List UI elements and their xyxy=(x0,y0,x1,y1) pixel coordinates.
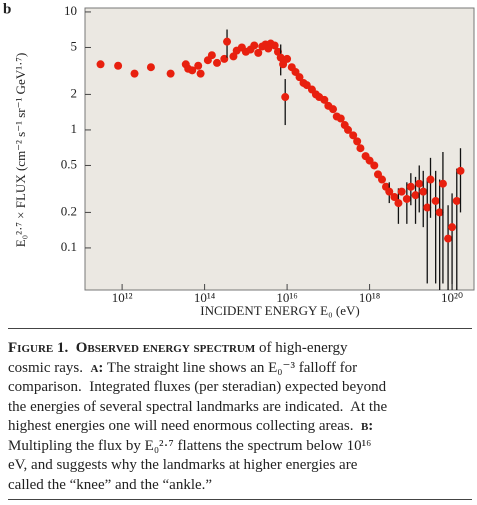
caption-text: comparison. Integrated fluxes (per stera… xyxy=(8,379,387,395)
data-point xyxy=(194,61,203,70)
data-point xyxy=(320,95,329,104)
x-axis-title: INCIDENT ENERGY E₀ (eV) xyxy=(200,303,359,318)
data-point xyxy=(448,223,457,232)
data-point xyxy=(188,66,197,75)
data-point xyxy=(166,69,175,78)
data-point xyxy=(344,125,353,134)
data-point xyxy=(411,191,420,200)
data-point xyxy=(283,54,292,63)
data-point xyxy=(415,179,424,188)
caption-line: cosmic rays. a: The straight line shows … xyxy=(8,359,472,379)
caption-text: cosmic rays. xyxy=(8,359,91,376)
x-tick-label: 10¹² xyxy=(112,290,133,305)
data-point xyxy=(435,208,444,217)
data-point xyxy=(406,182,415,191)
data-point xyxy=(213,58,222,67)
data-point xyxy=(452,196,461,205)
data-point xyxy=(378,175,387,184)
caption-text: the energies of several spectral landmar… xyxy=(8,398,388,415)
x-tick-label: 10¹⁴ xyxy=(194,290,216,305)
data-point xyxy=(295,73,304,82)
data-point xyxy=(336,114,345,123)
data-point xyxy=(254,48,263,57)
data-point xyxy=(385,187,394,196)
y-tick-label: 1 xyxy=(71,121,78,136)
data-point xyxy=(270,41,279,50)
y-tick-label: 0.5 xyxy=(61,156,77,171)
caption-line: Figure 1. Observed energy spectrum of hi… xyxy=(8,339,472,359)
data-point xyxy=(397,187,406,196)
caption-text: The straight line shows an E₀⁻³ falloff … xyxy=(103,359,358,376)
caption-line: the energies of several spectral landmar… xyxy=(8,398,472,418)
caption-text: a: xyxy=(90,359,104,376)
caption-text: called the “knee” and the “ankle.” xyxy=(8,476,213,493)
data-point xyxy=(250,41,259,50)
data-point xyxy=(96,60,105,69)
data-point xyxy=(329,105,338,114)
panel-label: b xyxy=(3,1,11,17)
data-point xyxy=(444,234,453,243)
caption-text: Figure 1. Observed energy spectrum xyxy=(8,340,256,356)
data-point xyxy=(281,93,290,102)
caption-text: Multipling the flux by E₀²·⁷ flattens th… xyxy=(8,437,372,454)
y-axis-title: E₀²·⁷ × FLUX (cm⁻² s⁻¹ sr⁻¹ GeV¹·⁷) xyxy=(13,53,28,248)
caption-text: of high-energy xyxy=(255,340,348,356)
data-point xyxy=(419,187,428,196)
data-point xyxy=(426,175,435,184)
data-point xyxy=(423,203,432,212)
data-point xyxy=(130,69,139,78)
x-tick-label: 10¹⁸ xyxy=(359,290,381,305)
data-point xyxy=(220,54,229,63)
caption-line: comparison. Integrated fluxes (per stera… xyxy=(8,378,472,398)
y-tick-label: 5 xyxy=(71,38,78,53)
caption-text: b: xyxy=(360,418,374,434)
data-point xyxy=(431,196,440,205)
caption-text: highest energies one will need enormous … xyxy=(8,418,361,434)
data-point xyxy=(349,131,358,140)
data-point xyxy=(353,137,362,146)
data-point xyxy=(223,37,232,46)
caption: Figure 1. Observed energy spectrum of hi… xyxy=(8,328,472,500)
x-tick-label: 10²⁰ xyxy=(441,290,463,305)
caption-text: eV, and suggests why the landmarks at hi… xyxy=(8,457,358,473)
caption-line: eV, and suggests why the landmarks at hi… xyxy=(8,456,472,476)
y-tick-label: 0.1 xyxy=(61,239,77,254)
caption-line: called the “knee” and the “ankle.” xyxy=(8,476,472,496)
marks xyxy=(96,29,465,290)
y-tick-label: 10 xyxy=(64,3,77,18)
data-point xyxy=(438,179,447,188)
y-tick-label: 0.2 xyxy=(61,203,77,218)
chart: b INCIDENT ENERGY E₀ (eV) E₀²·⁷ × FLUX (… xyxy=(3,1,475,318)
data-point xyxy=(390,193,399,202)
data-point xyxy=(456,166,465,175)
data-point xyxy=(394,199,403,208)
data-point xyxy=(402,194,411,203)
data-point xyxy=(207,51,216,60)
data-point xyxy=(276,53,285,62)
x-tick-label: 10¹⁶ xyxy=(276,290,297,305)
data-point xyxy=(370,161,379,170)
caption-line: Multipling the flux by E₀²·⁷ flattens th… xyxy=(8,437,472,457)
data-point xyxy=(146,63,155,72)
y-tick-label: 2 xyxy=(71,85,78,100)
data-point xyxy=(114,61,123,70)
caption-line: highest energies one will need enormous … xyxy=(8,417,472,437)
data-point xyxy=(196,69,205,78)
data-point xyxy=(356,144,365,153)
